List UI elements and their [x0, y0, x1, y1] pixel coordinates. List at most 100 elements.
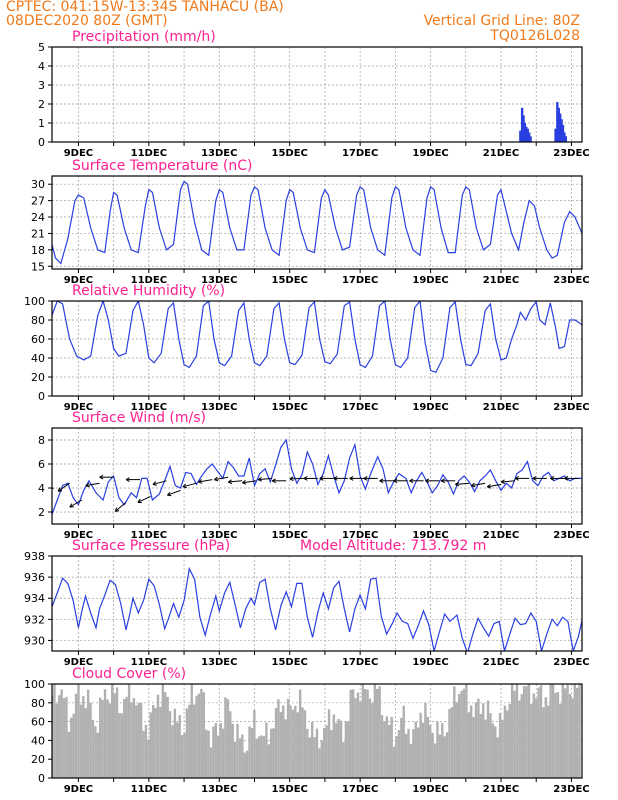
wind-arrow-head — [471, 485, 476, 488]
temp-title: Surface Temperature (nC) — [72, 158, 253, 174]
precip-data — [519, 102, 568, 142]
wind-arrow-shaft — [167, 489, 181, 496]
wind-arrow-shaft — [258, 477, 273, 481]
cloud-bar — [202, 692, 205, 778]
cloud-bar — [277, 699, 280, 778]
cloud-bar — [354, 698, 357, 778]
cloud-bar — [515, 684, 519, 778]
cloud-bar — [436, 721, 439, 778]
wind-series-line — [52, 438, 582, 515]
precip-bar — [558, 113, 562, 142]
cloud-bar — [171, 725, 174, 778]
cloud-bar — [207, 730, 210, 778]
cloud-bar — [144, 724, 148, 778]
wind-arrow-shaft — [85, 482, 100, 487]
cloud-bar — [139, 702, 143, 778]
y-tick-label: 40 — [31, 352, 45, 365]
cloud-bar — [79, 704, 83, 778]
cloud-bar — [262, 736, 266, 778]
precip-bar — [561, 124, 565, 142]
cloud-bar — [347, 721, 350, 778]
wind-arrow-head — [213, 476, 218, 481]
cloud-bar — [330, 730, 333, 778]
y-tick-label: 2 — [38, 98, 45, 111]
y-tick-label: 3 — [38, 79, 45, 92]
cloud-bar — [65, 696, 68, 778]
precip-bar — [557, 107, 560, 142]
cloud-bar — [395, 736, 398, 778]
cloud-bar — [506, 710, 509, 778]
y-tick-label: 6 — [38, 458, 45, 471]
cloud-bar — [561, 684, 564, 778]
cloud-bar — [127, 684, 131, 778]
x-tick-label: 11DEC — [131, 530, 167, 541]
rh-data — [52, 301, 582, 374]
wind-arrow-head — [99, 474, 104, 478]
cloud-bar — [113, 693, 116, 778]
wind-arrow-shaft — [114, 502, 127, 512]
cloud-bar — [489, 713, 492, 778]
station-label: CPTEC: 041:15W-13:34S TANHACU (BA) — [6, 0, 284, 15]
model-code-label: TQ0126L028 — [490, 28, 580, 44]
rh-panel: 0 20 40 60 80 100 9DEC 11DEC 13DEC 15DEC 17DEC 19DE… — [24, 283, 590, 413]
y-tick-label: 60 — [31, 333, 45, 346]
pres-data — [52, 566, 582, 651]
cloud-bar — [151, 704, 155, 778]
cloud-bar — [469, 705, 473, 778]
cloud-bar — [474, 702, 478, 778]
wind-arrow-shaft — [198, 479, 213, 483]
cloud-bar — [380, 715, 384, 778]
cloud-bar — [147, 739, 150, 778]
y-tick-label: 934 — [24, 592, 45, 605]
x-tick-label: 11DEC — [131, 402, 167, 413]
cloud-bar — [520, 694, 523, 778]
cloud-bar — [525, 686, 528, 778]
precip-bar — [560, 119, 563, 142]
wind-arrow-head — [214, 479, 219, 482]
cloud-bar — [101, 699, 104, 778]
cloud-bar — [551, 684, 555, 778]
wind-arrow-head — [319, 476, 324, 479]
cloud-bar — [173, 708, 177, 778]
cloud-bar — [274, 707, 278, 778]
y-tick-label: 930 — [24, 634, 45, 647]
y-tick-label: 20 — [31, 371, 45, 384]
x-tick-label: 23DEC — [553, 402, 589, 413]
x-tick-label: 13DEC — [201, 402, 237, 413]
cloud-bar — [130, 702, 133, 778]
y-tick-label: 2 — [38, 506, 45, 519]
cloud-bar — [58, 695, 61, 778]
cloud-bar — [549, 684, 552, 778]
cloud-bar — [62, 698, 66, 778]
chart-header: CPTEC: 041:15W-13:34S TANHACU (BA) 08DEC… — [0, 0, 618, 46]
wind-arrow-head — [167, 494, 172, 497]
cloud-bar — [98, 697, 102, 778]
wind-arrow-head — [425, 480, 430, 484]
cloud-bar — [289, 705, 292, 778]
cloud-bar — [291, 709, 295, 778]
cloud-bar — [115, 687, 119, 778]
cloud-bar — [332, 714, 336, 778]
cloud-bar — [270, 728, 273, 778]
cloud-bar — [482, 703, 485, 778]
wind-arrow-shaft — [242, 480, 257, 484]
cloud-bar — [344, 721, 348, 778]
cloud-bar — [84, 708, 87, 778]
wind-arrow-head — [125, 477, 130, 481]
cloud-bar — [180, 735, 184, 778]
precip-bar — [556, 102, 559, 142]
wind-arrow-head — [500, 481, 506, 485]
precip-bar — [520, 107, 524, 142]
cloud-bar — [142, 730, 145, 778]
y-tick-label: 4 — [38, 60, 45, 73]
pres-panel: 930 932 934 936 938 9DEC 11DEC 13DEC 15DEC 17DEC 1… — [24, 538, 590, 668]
wind-arrow-shaft — [137, 495, 151, 503]
wind-panel: 2 4 6 8 9DEC 11DEC 13DEC 15DEC 17DEC 19DEC 21DEC 23… — [38, 410, 590, 541]
cloud-bar — [537, 687, 540, 778]
cloud-bar — [200, 688, 203, 778]
wind-arrow-head — [393, 480, 398, 484]
plot-frame — [51, 175, 583, 270]
cloud-bar — [294, 705, 297, 778]
cloud-bar — [108, 703, 112, 778]
wind-arrow-head — [379, 478, 384, 482]
